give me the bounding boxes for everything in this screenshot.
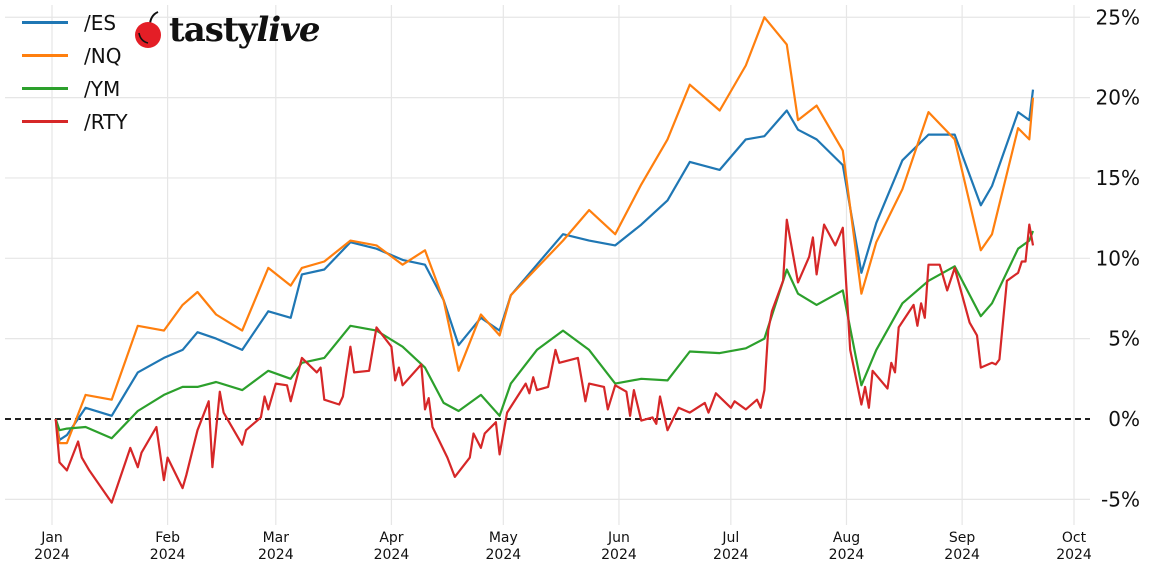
x-tick-label-month: Feb bbox=[155, 530, 180, 546]
x-tick-label-year: 2024 bbox=[713, 547, 749, 563]
x-tick-label-year: 2024 bbox=[374, 547, 410, 563]
x-tick-label-year: 2024 bbox=[829, 547, 865, 563]
legend-item-rty: /RTY bbox=[22, 105, 128, 138]
series-line-es bbox=[54, 89, 1035, 441]
series-line-nq bbox=[54, 16, 1035, 445]
y-tick-label: 0% bbox=[1108, 407, 1140, 431]
x-tick-label-month: Mar bbox=[263, 530, 290, 546]
y-tick-label: 25% bbox=[1096, 5, 1140, 29]
legend-item-ym: /YM bbox=[22, 72, 128, 105]
x-tick-label-year: 2024 bbox=[150, 547, 186, 563]
x-tick-label-year: 2024 bbox=[944, 547, 980, 563]
legend: /ES /NQ /YM /RTY bbox=[22, 6, 128, 138]
x-tick-label-year: 2024 bbox=[601, 547, 637, 563]
legend-label: /NQ bbox=[84, 43, 122, 68]
x-tick-label-month: Apr bbox=[379, 530, 403, 546]
x-tick-label-month: Aug bbox=[833, 530, 860, 546]
tastylive-logo: tastylive bbox=[133, 10, 321, 50]
legend-label: /RTY bbox=[84, 109, 128, 134]
legend-label: /ES bbox=[84, 10, 117, 35]
legend-swatch bbox=[22, 120, 68, 123]
y-tick-label: 20% bbox=[1096, 86, 1140, 110]
y-tick-label: -5% bbox=[1101, 487, 1140, 511]
legend-swatch bbox=[22, 21, 68, 24]
legend-item-nq: /NQ bbox=[22, 39, 128, 72]
x-tick-label-month: Oct bbox=[1062, 530, 1087, 546]
y-tick-label: 5% bbox=[1108, 327, 1140, 351]
series-line-rty bbox=[54, 218, 1035, 504]
x-tick-label-month: Jan bbox=[40, 530, 63, 546]
series-line-ym bbox=[54, 230, 1035, 440]
x-tick-label-month: Sep bbox=[949, 530, 976, 546]
x-tick-label-month: Jul bbox=[721, 530, 739, 546]
legend-swatch bbox=[22, 54, 68, 57]
x-tick-label-month: Jun bbox=[607, 530, 630, 546]
x-tick-label-year: 2024 bbox=[258, 547, 294, 563]
x-tick-label-year: 2024 bbox=[1056, 547, 1092, 563]
cherry-icon bbox=[135, 11, 161, 48]
x-tick-label-year: 2024 bbox=[486, 547, 522, 563]
legend-item-es: /ES bbox=[22, 6, 128, 39]
logo-text: tastylive bbox=[169, 10, 321, 50]
y-tick-label: 10% bbox=[1096, 246, 1140, 270]
x-tick-label-month: May bbox=[489, 530, 518, 546]
x-tick-label-year: 2024 bbox=[34, 547, 70, 563]
y-tick-label: 15% bbox=[1096, 166, 1140, 190]
legend-swatch bbox=[22, 87, 68, 90]
legend-label: /YM bbox=[84, 76, 121, 101]
